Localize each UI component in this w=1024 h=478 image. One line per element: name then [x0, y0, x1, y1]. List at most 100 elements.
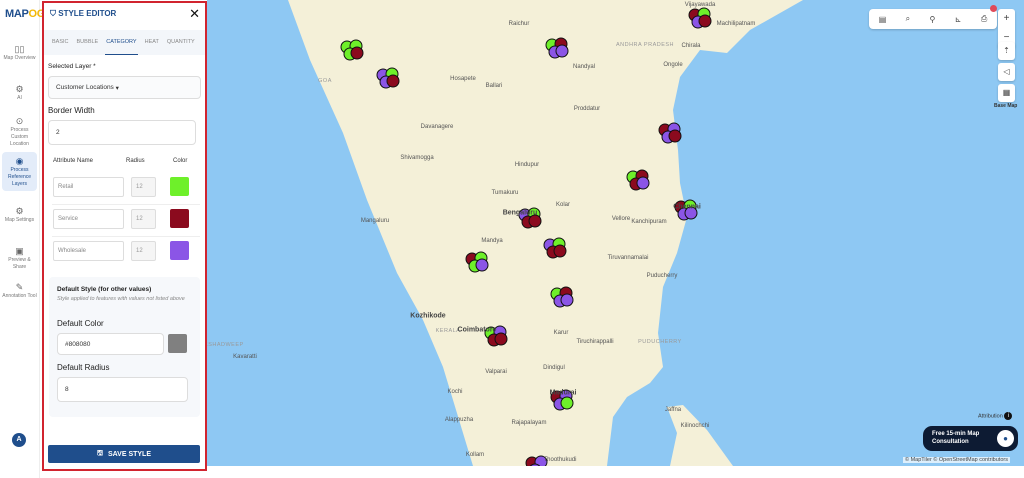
default-radius-input[interactable]: 8 — [57, 377, 188, 402]
sidebar-item-map-overview[interactable]: ▯▯ Map Overview — [2, 40, 37, 65]
print-icon[interactable]: ⎙ — [980, 14, 988, 23]
notification-badge — [990, 5, 997, 12]
annotation-icon: ✎ — [15, 282, 24, 292]
map-base — [288, 0, 803, 466]
city-label: Tiruchirappalli — [576, 339, 614, 345]
city-label: KERALA — [435, 328, 461, 334]
search-icon[interactable]: ⌕ — [905, 14, 911, 23]
land-sri-lanka — [667, 405, 733, 466]
tab-quantity[interactable]: QUANTITY — [166, 39, 195, 45]
city-label: ANDHRA PRADESH — [615, 42, 675, 48]
legend-icon[interactable]: ▤ — [878, 14, 887, 24]
location-marker[interactable] — [529, 463, 541, 466]
sidebar-item-label: Map Overview — [3, 55, 36, 61]
location-marker[interactable] — [555, 44, 569, 58]
category-color-swatch[interactable] — [170, 177, 189, 196]
default-color-input[interactable]: #808080 — [57, 333, 164, 355]
style-editor-panel: ⛉ STYLE EDITOR ✕ BASIC BUBBLE CATEGORY H… — [42, 1, 207, 471]
location-marker[interactable] — [684, 206, 698, 220]
location-marker[interactable] — [350, 46, 364, 60]
info-icon: i — [1004, 412, 1013, 420]
map-canvas[interactable]: Raichur Hosapete Ballari Nandyal Proddatur Da… — [207, 0, 1024, 466]
tab-bubble[interactable]: BUBBLE — [76, 39, 99, 45]
city-label: Kanchipuram — [631, 219, 667, 225]
city-label: Alappuzha — [444, 417, 474, 423]
settings-icon: ⚙ — [15, 206, 24, 216]
city-label: GOA — [318, 78, 332, 84]
location-marker[interactable] — [668, 129, 682, 143]
city-label: Valparai — [485, 369, 507, 375]
zoom-out-button[interactable]: − — [1003, 32, 1010, 43]
category-name-input[interactable]: Retail — [53, 177, 124, 197]
zoom-in-button[interactable]: + — [1003, 13, 1010, 24]
measure-icon[interactable]: ⊾ — [954, 14, 962, 24]
location-marker[interactable] — [534, 455, 548, 466]
category-color-swatch[interactable] — [170, 241, 189, 260]
consultation-button[interactable]: Free 15-min Map Consultation ● — [923, 426, 1018, 451]
location-marker[interactable] — [386, 74, 400, 88]
location-marker[interactable] — [636, 176, 650, 190]
city-label: Ballari — [485, 83, 503, 89]
avatar[interactable]: A — [12, 433, 26, 447]
sidebar-item-label: Annotation Tool — [2, 293, 37, 299]
sidebar-item-map-settings[interactable]: ⚙ Map Settings — [2, 202, 37, 227]
selected-layer-select[interactable]: Customer Locations ▾ — [48, 76, 201, 99]
city-label: Kochi — [447, 389, 463, 395]
city-label: Karur — [553, 330, 569, 336]
basemap-button[interactable]: ▦ — [998, 84, 1015, 102]
category-radius-input[interactable]: 12 — [131, 241, 156, 261]
tab-basic[interactable]: BASIC — [52, 39, 69, 45]
default-color-swatch[interactable] — [168, 334, 187, 353]
style-icon: ⛉ — [50, 9, 59, 18]
location-marker[interactable] — [560, 396, 574, 410]
city-label: Tumakuru — [491, 190, 519, 196]
border-width-input[interactable]: 2 — [48, 120, 196, 145]
sidebar-item-process-reference-layers[interactable]: ◉ Process Reference Layers — [2, 152, 37, 191]
compass-button[interactable]: ⇡ — [998, 42, 1015, 60]
sidebar-item-preview-share[interactable]: ▣ Preview & Share — [2, 242, 37, 274]
chat-icon: ● — [997, 430, 1014, 447]
sidebar-item-ai[interactable]: ⚙ AI — [2, 80, 37, 105]
category-radius-input[interactable]: 12 — [131, 177, 156, 197]
logo[interactable]: MAPOG — [5, 8, 46, 20]
city-label: Machilipatnam — [716, 21, 756, 27]
location-marker[interactable] — [528, 214, 542, 228]
tab-category[interactable]: CATEGORY — [105, 30, 138, 55]
location-marker[interactable] — [560, 293, 574, 307]
ai-gear-icon: ⚙ — [15, 84, 24, 94]
category-name-input[interactable]: Wholesale — [53, 241, 124, 261]
location-marker[interactable] — [553, 244, 567, 258]
locate-button[interactable]: ◁ — [998, 63, 1015, 81]
category-radius-input[interactable]: 12 — [131, 209, 156, 229]
city-label: Rajapalayam — [511, 420, 547, 426]
city-label: Nandyal — [572, 64, 596, 70]
city-label: Dindigul — [543, 365, 565, 371]
default-style-section: Default Style (for other values) Style a… — [49, 277, 200, 417]
attribution-toggle[interactable]: Attribution i — [978, 412, 1013, 420]
tab-heat[interactable]: HEAT — [144, 39, 159, 45]
save-style-button[interactable]: 🖫 SAVE STYLE — [48, 445, 200, 463]
location-marker[interactable] — [475, 258, 489, 272]
map-icon: ▯▯ — [14, 44, 25, 54]
sidebar-item-process-custom-location[interactable]: ⊙ Process Custom Location — [2, 112, 37, 151]
city-label: Kilinochchi — [680, 423, 710, 429]
land-mainland — [288, 0, 803, 466]
layers-icon: ◉ — [15, 156, 24, 166]
city-label: Kolar — [555, 202, 571, 208]
default-style-title: Default Style (for other values) — [57, 286, 152, 293]
sidebar-item-annotation-tool[interactable]: ✎ Annotation Tool — [2, 278, 37, 303]
category-name-input[interactable]: Service — [53, 209, 124, 229]
close-icon[interactable]: ✕ — [189, 6, 200, 21]
preview-icon: ▣ — [15, 246, 24, 256]
city-label: LAKSHADWEEP — [207, 342, 244, 348]
default-radius-label: Default Radius — [57, 363, 110, 372]
map-credits[interactable]: © MapTiler © OpenStreetMap contributors — [903, 457, 1010, 463]
pin-icon[interactable]: ⚲ — [929, 14, 936, 24]
category-color-swatch[interactable] — [170, 209, 189, 228]
col-attribute-name: Attribute Name — [53, 158, 94, 164]
location-marker[interactable] — [698, 14, 712, 28]
location-pin-icon: ⊙ — [15, 116, 24, 126]
location-marker[interactable] — [494, 332, 508, 346]
save-icon: 🖫 — [96, 449, 103, 457]
border-width-label: Border Width — [48, 106, 95, 115]
